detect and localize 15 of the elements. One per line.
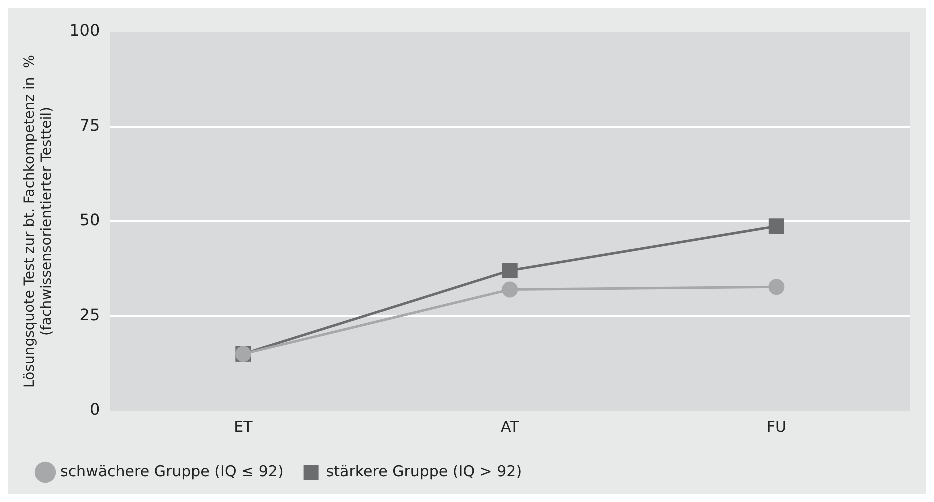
y-tick-label: 75 [80,116,100,135]
x-tick-label: AT [500,418,520,436]
point [502,262,518,279]
point [768,218,784,234]
x-tick-label: ET [234,418,254,436]
legend-label: stärkere Gruppe (IQ > 92) [326,462,522,480]
legend-label: schwächere Gruppe (IQ ≤ 92) [60,462,284,480]
y-tick-label: 0 [90,400,100,420]
point [502,282,518,298]
x-tick-label: FU [766,418,786,436]
y-axis-title: Lösungsquote Test zur bt. Fachkompetenz in % (fachwissensorientierter Testteil) [22,55,55,388]
y-tick-label: 50 [80,210,100,230]
y-tick-label: 100 [70,21,100,40]
y-tick-label: 25 [80,305,100,324]
point [768,279,785,296]
